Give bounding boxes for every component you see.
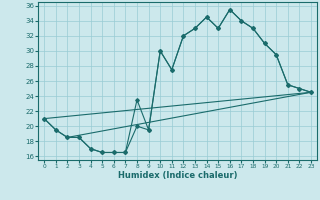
X-axis label: Humidex (Indice chaleur): Humidex (Indice chaleur) — [118, 171, 237, 180]
